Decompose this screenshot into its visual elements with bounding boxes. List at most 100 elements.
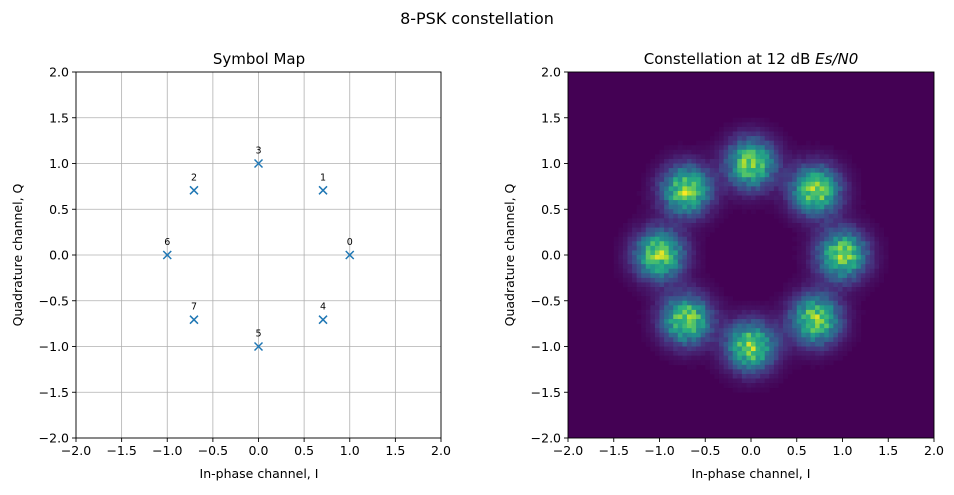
heatmap-cell: [778, 163, 784, 169]
heatmap-cell: [741, 323, 747, 329]
heatmap-cell: [668, 218, 674, 224]
heatmap-cell: [764, 131, 770, 137]
heatmap-cell: [874, 282, 880, 288]
heatmap-cell: [673, 268, 679, 274]
heatmap-cell: [654, 172, 660, 178]
heatmap-cell: [714, 209, 720, 215]
heatmap-cell: [783, 309, 788, 315]
heatmap-cell: [860, 259, 866, 265]
heatmap-cell: [847, 227, 852, 233]
heatmap-cell: [659, 268, 665, 274]
heatmap-cell: [869, 236, 875, 242]
heatmap-cell: [741, 154, 747, 160]
heatmap-cell: [709, 351, 715, 356]
heatmap-cell: [732, 126, 738, 132]
heatmap-cell: [751, 136, 756, 141]
heatmap-cell: [664, 337, 669, 343]
heatmap-cell: [664, 245, 669, 251]
heatmap-cell: [833, 264, 839, 270]
heatmap-cell: [837, 181, 843, 187]
heatmap-cell: [869, 241, 875, 247]
heatmap-cell: [856, 218, 862, 224]
heatmap-cell: [796, 360, 802, 366]
heatmap-cell: [819, 341, 825, 347]
heatmap-cell: [783, 300, 788, 306]
heatmap-cell: [696, 273, 702, 279]
heatmap-cell: [778, 300, 784, 306]
heatmap-cell: [741, 387, 747, 393]
heatmap-cell: [691, 332, 697, 338]
heatmap-cell: [686, 305, 692, 311]
heatmap-cell: [769, 140, 775, 146]
heatmap-cell: [700, 172, 706, 178]
heatmap-cell: [673, 346, 679, 352]
heatmap-cell: [668, 200, 674, 206]
heatmap-cell: [801, 163, 807, 169]
heatmap-cell: [732, 383, 738, 389]
heatmap-cell: [801, 232, 807, 238]
heatmap-cell: [664, 213, 669, 219]
heatmap-cell: [732, 355, 738, 361]
heatmap-cell: [769, 351, 775, 356]
heatmap-cell: [828, 291, 834, 297]
heatmap-cell: [645, 291, 651, 297]
heatmap-cell: [668, 163, 674, 169]
heatmap-cell: [696, 341, 702, 347]
heatmap-cell: [677, 172, 683, 178]
heatmap-cell: [691, 264, 697, 270]
symbol-label-6: 6: [164, 237, 170, 248]
heatmap-cell: [796, 323, 802, 329]
heatmap-cell: [805, 337, 811, 343]
heatmap-cell: [847, 259, 852, 265]
heatmap-cell: [778, 218, 784, 224]
heatmap-cell: [787, 145, 793, 151]
heatmap-cell: [723, 136, 729, 141]
heatmap-cell: [773, 291, 779, 297]
heatmap-cell: [837, 236, 843, 242]
heatmap-cell: [641, 287, 647, 292]
heatmap-cell: [833, 319, 839, 324]
heatmap-cell: [691, 259, 697, 265]
heatmap-cell: [709, 346, 715, 352]
heatmap-cell: [755, 332, 761, 338]
heatmap-cell: [673, 168, 679, 173]
heatmap-cell: [737, 200, 743, 206]
heatmap-cell: [718, 323, 724, 329]
heatmap-cell: [751, 200, 756, 206]
heatmap-cell: [622, 273, 628, 279]
heatmap-cell: [677, 300, 683, 306]
heatmap-cell: [696, 209, 702, 215]
heatmap-cell: [792, 222, 798, 228]
heatmap-cell: [691, 282, 697, 288]
heatmap-cell: [856, 328, 862, 334]
heatmap-cell: [837, 149, 843, 155]
heatmap-cell: [819, 145, 825, 151]
heatmap-cell: [709, 287, 715, 292]
heatmap-cell: [842, 319, 848, 324]
heatmap-cell: [664, 255, 669, 260]
heatmap-cell: [728, 383, 734, 389]
heatmap-cell: [654, 328, 660, 334]
heatmap-cell: [764, 154, 770, 160]
heatmap-cell: [737, 204, 743, 210]
heatmap-cell: [709, 300, 715, 306]
heatmap-cell: [664, 218, 669, 224]
heatmap-cell: [783, 172, 788, 178]
heatmap-cell: [641, 250, 647, 256]
heatmap-cell: [819, 287, 825, 292]
heatmap-cell: [760, 351, 766, 356]
heatmap-cell: [677, 259, 683, 265]
heatmap-cell: [728, 378, 734, 384]
heatmap-cell: [783, 373, 788, 379]
heatmap-cell: [805, 309, 811, 315]
heatmap-cell: [705, 200, 711, 206]
heatmap-cell: [732, 186, 738, 192]
heatmap-cell: [728, 355, 734, 361]
heatmap-cell: [815, 346, 820, 352]
heatmap-cell: [728, 204, 734, 210]
heatmap-cell: [837, 255, 843, 260]
heatmap-cell: [755, 181, 761, 187]
heatmap-cell: [622, 250, 628, 256]
heatmap-cell: [856, 319, 862, 324]
heatmap-cell: [773, 319, 779, 324]
